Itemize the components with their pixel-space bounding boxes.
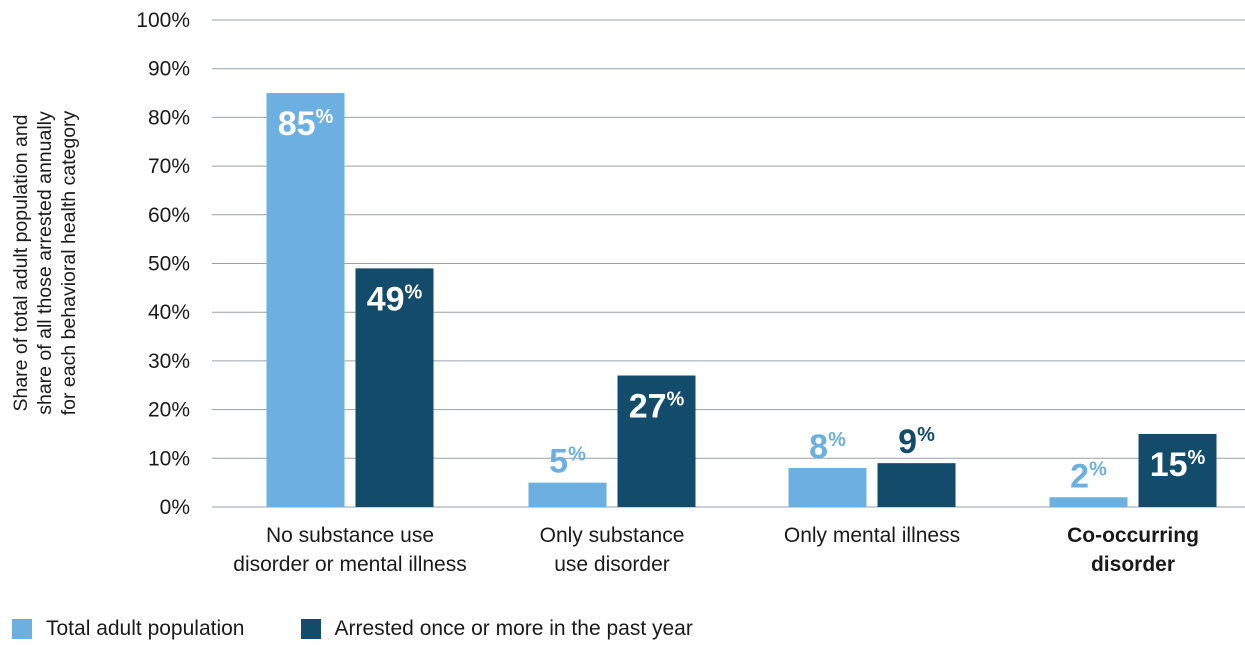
legend: Total adult population Arrested once or … (12, 617, 693, 641)
data-label: 9% (898, 423, 935, 461)
legend-swatch-series2 (300, 619, 321, 639)
data-label-value: 5 (549, 443, 568, 481)
data-label-value: 85 (278, 105, 316, 143)
data-label: 15% (1150, 446, 1206, 484)
category-label: Only substance use disorder (540, 524, 685, 576)
legend-item-total-adult-population: Total adult population (12, 617, 245, 641)
y-tick-label: 20% (148, 399, 190, 422)
y-axis-label-line: Share of total adult population and (10, 114, 32, 411)
legend-swatch-series1 (12, 619, 32, 639)
y-tick-label: 40% (148, 301, 190, 324)
category-label-line: disorder or mental illness (233, 553, 466, 576)
legend-item-arrested: Arrested once or more in the past year (300, 617, 693, 641)
data-label-percent: % (568, 444, 586, 466)
bar-series1 (1049, 497, 1128, 507)
category-label: Only mental illness (784, 524, 960, 547)
data-label-percent: % (917, 424, 935, 446)
data-label: 5% (549, 443, 586, 481)
y-tick-label: 0% (160, 496, 190, 519)
data-label-percent: % (405, 281, 423, 303)
data-label-percent: % (667, 389, 685, 411)
category-label-line: disorder (1091, 553, 1175, 576)
category-label-line: Co-occurring (1067, 524, 1199, 547)
y-tick-label: 80% (148, 106, 190, 129)
y-tick-label: 100% (136, 9, 190, 32)
bar-series1 (788, 468, 867, 507)
category-label: Co-occurring disorder (1067, 524, 1199, 576)
bar-chart: 0% 10% 20% 30% 40% 50% 60% 70% 80% 90% 100% Share o… (10, 9, 1245, 576)
y-tick-label: 30% (148, 350, 190, 373)
category-label: No substance use disorder or mental illne… (233, 524, 466, 576)
data-label-value: 9 (898, 423, 917, 461)
data-label-percent: % (1188, 447, 1206, 469)
category-label-line: use disorder (554, 553, 670, 576)
data-label-percent: % (1089, 458, 1107, 480)
bar-series2 (1138, 433, 1217, 507)
bar-series1 (266, 93, 345, 508)
y-axis-label: Share of total adult population and share… (10, 110, 80, 415)
bar-series2 (617, 375, 696, 507)
bar-series2 (355, 268, 434, 507)
data-label: 2% (1070, 457, 1107, 495)
legend-label-series2: Arrested once or more in the past year (334, 617, 693, 640)
bar-series2 (877, 463, 956, 507)
y-tick-label: 50% (148, 253, 190, 276)
data-label-value: 27 (629, 388, 667, 426)
category-label-line: Only mental illness (784, 524, 960, 547)
y-tick-label: 90% (148, 58, 190, 81)
data-label-value: 15 (1150, 446, 1188, 484)
y-axis-label-line: share of all those arrested annually (34, 111, 56, 415)
data-label-percent: % (828, 429, 846, 451)
data-label-value: 2 (1070, 457, 1089, 495)
y-tick-label: 60% (148, 204, 190, 227)
data-label: 85% (278, 105, 334, 143)
data-label: 8% (809, 428, 846, 466)
data-label: 49% (367, 280, 423, 318)
legend-label-series1: Total adult population (46, 617, 245, 640)
y-tick-label: 70% (148, 155, 190, 178)
data-label-value: 49 (367, 280, 405, 318)
data-label-percent: % (316, 106, 334, 128)
category-label-line: Only substance (540, 524, 685, 547)
data-label-value: 8 (809, 428, 828, 466)
category-label-line: No substance use (266, 524, 434, 547)
y-tick-label: 10% (148, 447, 190, 470)
y-axis-label-line: for each behavioral health category (58, 110, 80, 415)
bar-series1 (528, 482, 607, 507)
data-label: 27% (629, 388, 685, 426)
